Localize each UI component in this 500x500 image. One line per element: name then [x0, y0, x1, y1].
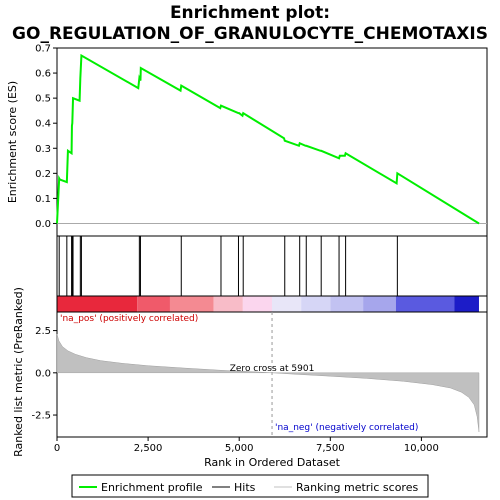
hits-panel-frame	[56, 235, 488, 297]
colorbar-segment	[330, 296, 364, 312]
es-y-axis-label: Enrichment score (ES)	[6, 81, 19, 203]
x-tick-label: 7,500	[316, 443, 345, 454]
legend-ranking-metric: Ranking metric scores	[296, 481, 418, 494]
es-panel-frame	[56, 47, 488, 237]
colorbar-segment	[213, 296, 243, 312]
es-y-tick-label: 0.4	[35, 119, 51, 130]
colorbar-segment	[137, 296, 170, 312]
legend-hits: Hits	[234, 481, 256, 494]
x-tick-label: 10,000	[404, 443, 439, 454]
colorbar-segment	[301, 296, 331, 312]
colorbar-segment	[454, 296, 479, 312]
legend-box	[71, 474, 429, 498]
es-y-tick-label: 0.7	[35, 44, 51, 55]
negative-correlation-label: 'na_neg' (negatively correlated)	[275, 423, 418, 433]
colorbar-segment	[363, 296, 396, 312]
chart-title-line2: GO_REGULATION_OF_GRANULOCYTE_CHEMOTAXIS	[12, 24, 488, 44]
colorbar-segment	[169, 296, 214, 312]
es-y-tick-label: 0.3	[35, 144, 51, 155]
x-tick-label: 2,500	[134, 443, 163, 454]
x-tick-label: 5,000	[225, 443, 254, 454]
metric-y-tick-label: 0.0	[35, 368, 51, 379]
colorbar-segment	[395, 296, 455, 312]
colorbar-segment	[57, 296, 138, 312]
x-axis-label: Rank in Ordered Dataset	[204, 456, 341, 469]
metric-y-tick-label: -2.5	[31, 411, 51, 422]
es-y-tick-label: 0.2	[35, 169, 51, 180]
legend-enrichment-profile: Enrichment profile	[101, 481, 203, 494]
x-tick-label: 0	[54, 443, 60, 454]
es-y-tick-label: 0.0	[35, 219, 51, 230]
metric-y-axis-label: Ranked list metric (PreRanked)	[12, 287, 25, 457]
colorbar-segment	[242, 296, 272, 312]
hits-group	[58, 236, 398, 296]
metric-x-axis: 0 2,500 5,000 7,500 10,000	[54, 437, 439, 454]
rank-colorbar	[57, 296, 479, 312]
metric-y-tick-label: 2.5	[35, 326, 51, 337]
colorbar-segment	[272, 296, 302, 312]
es-y-tick-label: 0.1	[35, 194, 51, 205]
es-y-tick-label: 0.5	[35, 94, 51, 105]
metric-y-axis: -2.5 0.0 2.5	[31, 326, 57, 422]
zero-cross-label: Zero cross at 5901	[230, 364, 315, 374]
chart-title-line1: Enrichment plot:	[170, 3, 330, 23]
positive-correlation-label: 'na_pos' (positively correlated)	[60, 314, 198, 324]
enrichment-profile-line	[56, 53, 480, 225]
es-y-tick-label: 0.6	[35, 69, 51, 80]
es-y-axis: 0.0 0.1 0.2 0.3 0.4 0.5 0.6 0.7	[35, 44, 57, 230]
